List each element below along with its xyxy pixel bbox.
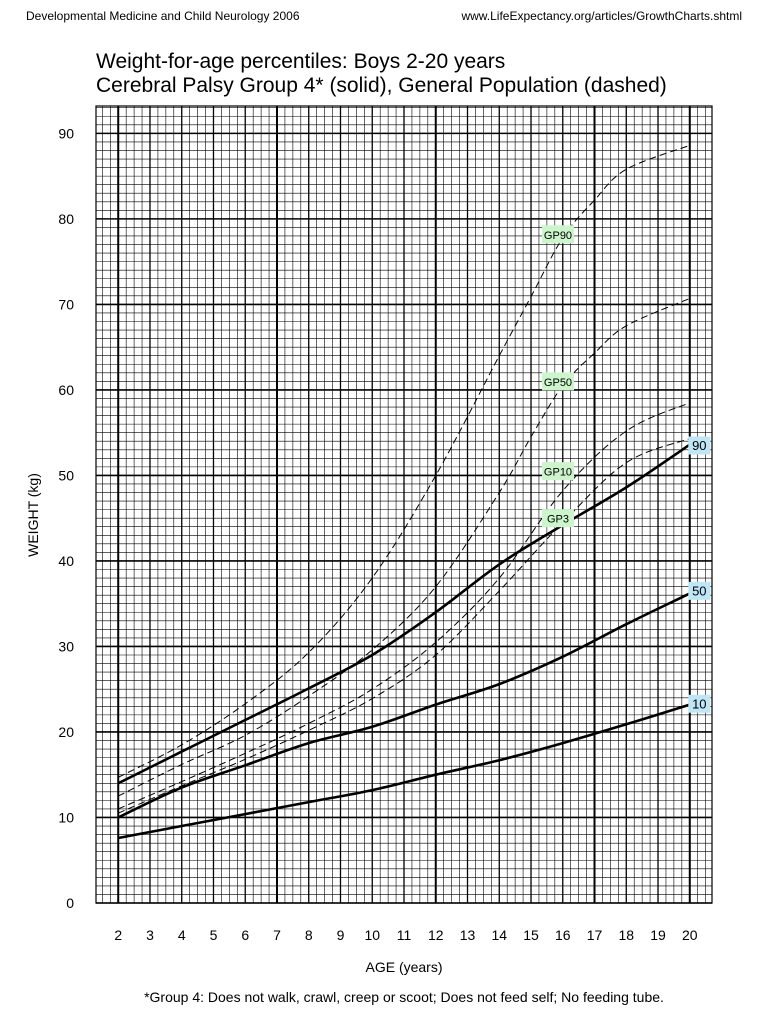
curve-label-text: GP90 <box>544 230 572 242</box>
curve-label-90: 90 <box>688 436 711 455</box>
curve-label-bg <box>542 509 574 528</box>
y-tick-labels: 0 10 20 30 40 50 60 70 80 90 <box>58 125 74 911</box>
curve-label-bg <box>688 581 711 600</box>
curve-label-bg <box>542 462 574 481</box>
y-tick-label: 20 <box>58 724 74 740</box>
x-tick-label: 13 <box>460 927 476 943</box>
x-tick-label: 9 <box>337 927 345 943</box>
curve-label-bg <box>542 225 574 244</box>
series-line-gp50 <box>117 297 690 797</box>
line-labels: GP90 GP50 GP10 GP3 90 50 10 <box>542 225 711 713</box>
y-tick-label: 80 <box>58 211 74 227</box>
curve-label-text: GP50 <box>544 377 572 389</box>
x-tick-label: 4 <box>178 927 186 943</box>
x-tick-label: 15 <box>523 927 539 943</box>
x-tick-label: 7 <box>273 927 281 943</box>
curve-label-text: 90 <box>692 438 706 453</box>
curve-label-10: 10 <box>688 694 711 713</box>
y-tick-label: 30 <box>58 638 74 654</box>
y-tick-label: 40 <box>58 553 74 569</box>
x-tick-label: 12 <box>428 927 444 943</box>
x-tick-label: 11 <box>397 927 412 943</box>
curve-label-gp90: GP90 <box>542 225 574 244</box>
series-line-gp90 <box>117 144 690 778</box>
x-tick-labels: 2 3 4 5 6 7 8 9 10 11 12 13 14 15 16 17 18 19 20 <box>114 927 697 943</box>
y-tick-label: 60 <box>58 382 74 398</box>
curve-label-text: 10 <box>692 696 706 711</box>
x-axis-label: AGE (years) <box>365 959 442 975</box>
series-layer <box>117 144 691 840</box>
footnote: *Group 4: Does not walk, crawl, creep or… <box>144 989 664 1005</box>
curve-label-bg <box>688 436 711 455</box>
curve-label-bg <box>542 372 574 391</box>
y-tick-label: 0 <box>66 895 74 911</box>
curve-label-gp50: GP50 <box>542 372 574 391</box>
series-line-gp3 <box>118 438 690 814</box>
x-tick-label: 5 <box>210 927 218 943</box>
curve-label-bg <box>688 694 711 713</box>
x-tick-label: 18 <box>618 927 634 943</box>
chart-title: Weight-for-age percentiles: Boys 2-20 ye… <box>96 50 505 73</box>
curve-label-text: GP3 <box>547 514 569 526</box>
x-tick-label: 20 <box>682 927 698 943</box>
x-tick-label: 10 <box>364 927 380 943</box>
chart-subtitle: Cerebral Palsy Group 4* (solid), General… <box>96 74 667 97</box>
curve-label-gp3: GP3 <box>542 509 574 528</box>
plot-frame <box>95 105 713 904</box>
x-tick-label: 14 <box>491 927 507 943</box>
x-tick-label: 3 <box>146 927 154 943</box>
header-citation: Developmental Medicine and Child Neurolo… <box>26 9 300 23</box>
header-url: www.LifeExpectancy.org/articles/GrowthCh… <box>461 9 742 23</box>
x-tick-label: 19 <box>650 927 666 943</box>
x-tick-label: 6 <box>241 927 249 943</box>
x-tick-label: 17 <box>587 927 603 943</box>
x-tick-label: 8 <box>305 927 313 943</box>
y-tick-label: 90 <box>58 125 74 141</box>
series-line-90 <box>117 443 691 785</box>
grid-major <box>95 105 713 904</box>
x-tick-label: 2 <box>114 927 122 943</box>
curve-label-gp10: GP10 <box>542 462 574 481</box>
x-tick-label: 16 <box>555 927 571 943</box>
curve-label-50: 50 <box>688 581 711 600</box>
series-line-10 <box>117 703 691 840</box>
y-tick-label: 70 <box>58 296 74 312</box>
y-tick-label: 50 <box>58 467 74 483</box>
curve-label-text: GP10 <box>544 467 572 479</box>
y-axis-label: WEIGHT (kg) <box>25 473 41 557</box>
series-line-50 <box>117 592 691 819</box>
y-tick-label: 10 <box>58 809 74 825</box>
curve-label-text: 50 <box>692 583 706 598</box>
